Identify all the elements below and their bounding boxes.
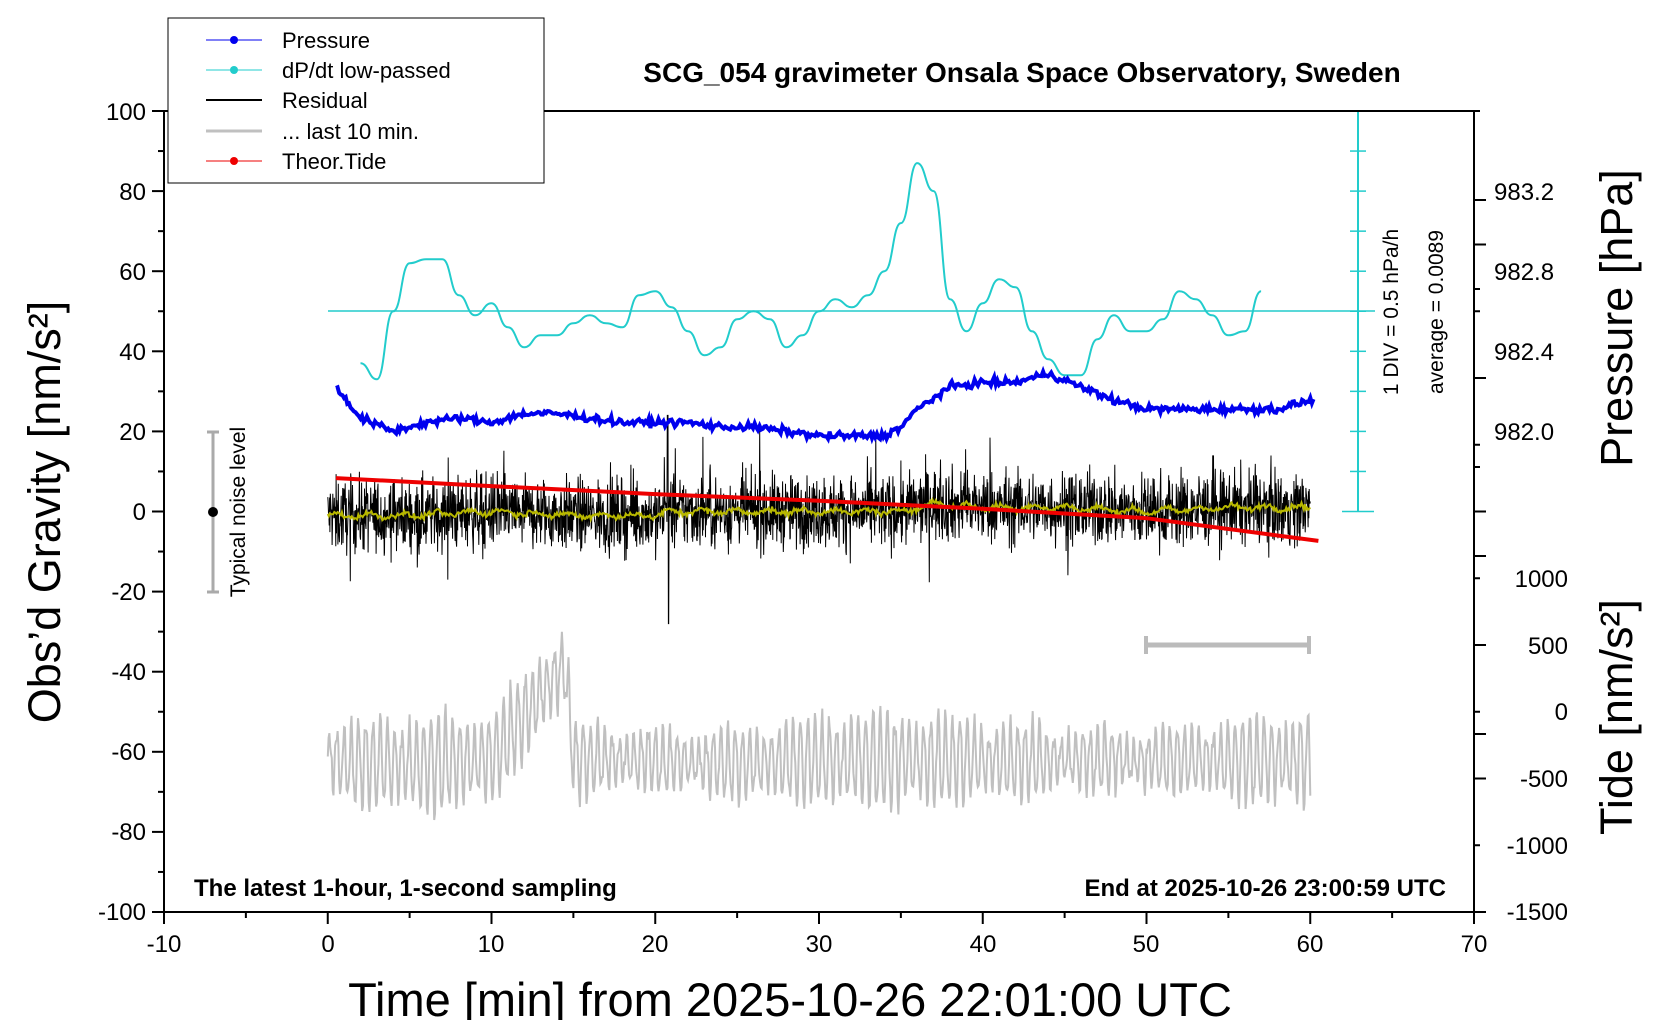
legend-swatch-tide: [206, 157, 262, 165]
y-tick-label: -40: [111, 659, 146, 686]
tide-series: [335, 476, 1319, 543]
tide-line: [335, 476, 1319, 543]
last-10-min-bar: [1144, 636, 1311, 654]
annotation-right: End at 2025-10-26 23:00:59 UTC: [1085, 875, 1447, 902]
smoothed-residual-line: [326, 496, 1312, 524]
legend-label: Pressure: [282, 28, 370, 53]
y-axis-label: Obs’d Gravity [nm/s²]: [19, 301, 70, 724]
annotation-left: The latest 1-hour, 1-second sampling: [194, 875, 617, 902]
pressure-tick-label: 982.8: [1494, 259, 1554, 286]
x-tick-label: 30: [806, 931, 833, 958]
x-tick-label: 70: [1461, 931, 1488, 958]
legend: Pressure dP/dt low-passed Residual ... l…: [167, 17, 545, 184]
x-tick-label: -10: [147, 931, 182, 958]
dpdt-average-label: average = 0.0089: [1425, 230, 1448, 394]
x-tick-label: 0: [321, 931, 334, 958]
dpdt-line: [360, 162, 1262, 381]
y-tick-label: 100: [106, 99, 146, 126]
legend-label: Residual: [282, 88, 368, 113]
y-tick-label: -20: [111, 579, 146, 606]
legend-swatch-dpdt: [206, 66, 262, 74]
y-tick-labels: 100 80 60 40 20 0 -20 -40 -60 -80 -100: [98, 99, 146, 926]
noise-level-marker: [207, 430, 219, 594]
x-tick-label: 60: [1297, 931, 1324, 958]
x-axis-label: Time [min] from 2025-10-26 22:01:00 UTC: [348, 973, 1232, 1020]
pressure-line: [335, 365, 1316, 445]
x-tick-label: 10: [478, 931, 505, 958]
pressure-series: [335, 365, 1316, 445]
y-tick-label: -60: [111, 739, 146, 766]
y-tick-label: 40: [119, 339, 146, 366]
y-tick-label: 80: [119, 179, 146, 206]
axis-ticks: [152, 110, 1486, 924]
x-tick-label: 40: [970, 931, 997, 958]
pressure-tick-label: 982.0: [1494, 419, 1554, 446]
y-tick-label: -80: [111, 819, 146, 846]
x-tick-label: 50: [1133, 931, 1160, 958]
pressure-tick-labels: 983.2 982.8 982.4 982.0: [1494, 179, 1554, 446]
legend-label: dP/dt low-passed: [282, 58, 451, 83]
y-tick-label: -100: [98, 899, 146, 926]
x-tick-label: 20: [642, 931, 669, 958]
x-tick-labels: -10 0 10 20 30 40 50 60 70: [147, 931, 1488, 958]
legend-swatch-pressure: [206, 36, 262, 44]
tide-tick-labels: 1000 500 0 -500 -1000 -1500: [1507, 566, 1568, 926]
legend-label: Theor.Tide: [282, 149, 386, 174]
chart-title: SCG_054 gravimeter Onsala Space Observat…: [643, 57, 1400, 88]
pressure-axis-label: Pressure [hPa]: [1591, 169, 1642, 467]
last-10-min-line: [326, 631, 1312, 821]
pressure-tick-label: 983.2: [1494, 179, 1554, 206]
dpdt-series: [360, 162, 1262, 381]
tide-tick-label: 500: [1528, 633, 1568, 660]
y-tick-label: 60: [119, 259, 146, 286]
tide-tick-label: 1000: [1515, 566, 1568, 593]
y-tick-label: 0: [133, 499, 146, 526]
tide-tick-label: -500: [1520, 766, 1568, 793]
smoothed-residual-series: [326, 496, 1312, 524]
tide-tick-label: -1500: [1507, 899, 1568, 926]
dpdt-scale-label: 1 DIV = 0.5 hPa/h: [1380, 229, 1403, 395]
noise-level-label: Typical noise level: [227, 427, 250, 597]
legend-label: ... last 10 min.: [282, 119, 419, 144]
pressure-tick-label: 982.4: [1494, 339, 1554, 366]
tide-axis-label: Tide [nm/s²]: [1591, 599, 1642, 835]
tide-tick-label: -1000: [1507, 833, 1568, 860]
last-10-min-series: [326, 631, 1312, 821]
y-tick-label: 20: [119, 419, 146, 446]
tide-tick-label: 0: [1555, 699, 1568, 726]
